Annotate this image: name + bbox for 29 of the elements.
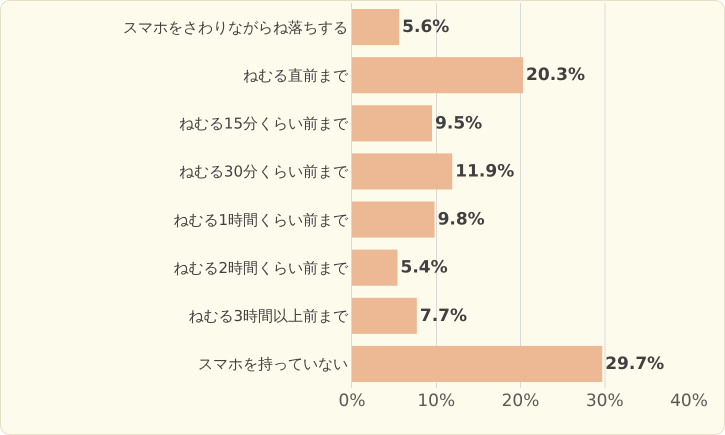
y-tick-label: スマホをさわりながらね落ちする: [123, 18, 348, 36]
y-tick-label: ねむる30分くらい前まで: [178, 162, 349, 181]
x-tick-label: 0%: [338, 391, 366, 411]
y-tick-label: ねむる2時間くらい前まで: [173, 258, 349, 277]
x-tick-label: 20%: [502, 391, 540, 411]
x-tick-label: 40%: [670, 391, 708, 411]
bar: [352, 250, 398, 286]
bar: [352, 105, 432, 142]
data-label: 9.5%: [435, 113, 482, 134]
bar: [352, 153, 452, 190]
y-tick-label: スマホを持っていない: [198, 355, 348, 374]
data-label: 5.6%: [402, 17, 450, 38]
bar: [352, 346, 602, 382]
data-label: 20.3%: [526, 65, 586, 86]
data-label: 7.7%: [420, 306, 468, 326]
y-tick-label: ねむる1時間くらい前まで: [173, 210, 349, 229]
data-label: 11.9%: [455, 161, 514, 182]
bar: [352, 202, 435, 238]
x-tick-label: 10%: [417, 391, 456, 411]
bar: [352, 57, 524, 94]
bar: [352, 298, 417, 334]
data-label: 29.7%: [605, 354, 664, 374]
y-tick-label: ねむる直前まで: [243, 66, 349, 84]
data-label: 5.4%: [400, 258, 448, 278]
bar: [352, 9, 400, 46]
y-tick-label: ねむる3時間以上前まで: [188, 307, 349, 326]
data-label: 9.8%: [438, 210, 485, 230]
x-tick-label: 30%: [586, 391, 624, 411]
y-tick-label: ねむる15分くらい前まで: [178, 114, 349, 133]
